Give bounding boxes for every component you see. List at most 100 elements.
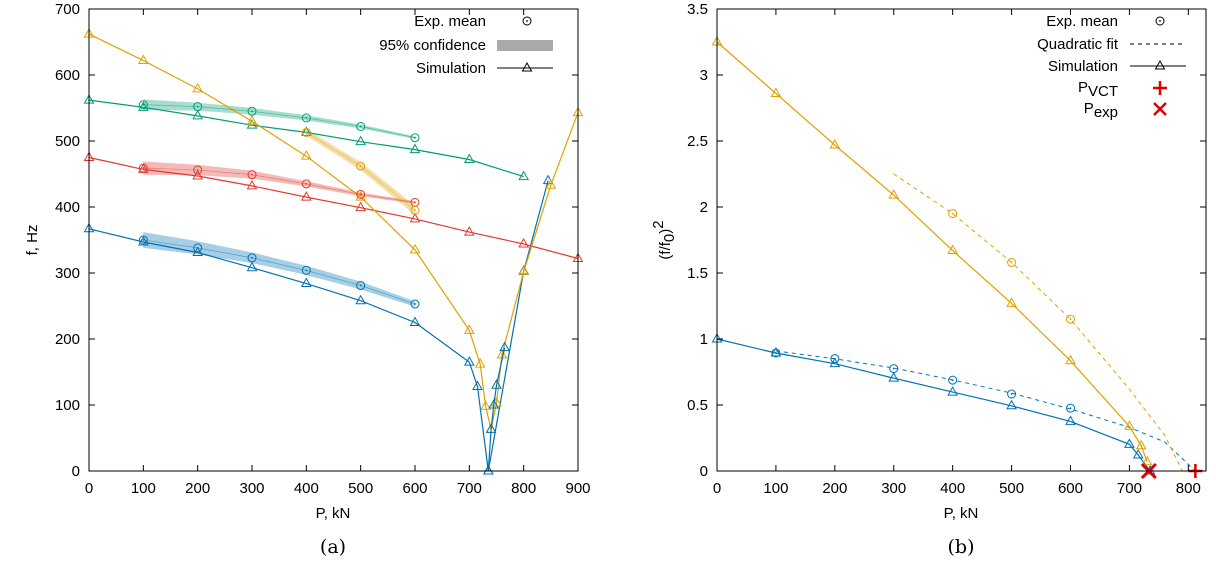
simulation-point (485, 423, 497, 433)
legend-marker-plus (1153, 81, 1167, 95)
experiment-point (247, 253, 257, 263)
x-tick-label: 200 (822, 480, 847, 497)
panel-a-frequency-vs-load: 0 100 200 300 400 500 600 700 800 900 0 100 200 300 4… (24, 1, 591, 558)
simulation-point (518, 237, 530, 248)
y-tick-label: 2 (700, 199, 708, 216)
legend-label-confidence: 95% confidence (379, 37, 486, 54)
confidence-band (143, 99, 416, 139)
simulation-point (246, 179, 258, 190)
experiment-point-center (951, 212, 954, 215)
experiment-point-center (196, 169, 199, 171)
confidence-band (143, 232, 416, 307)
experiment-point (410, 133, 420, 143)
y-tick-label: 2.5 (687, 133, 708, 150)
simulation-point (355, 201, 367, 212)
simulation-point (246, 261, 258, 272)
simulation-point (409, 316, 421, 326)
experiment-point-center (414, 201, 416, 204)
panel-caption: (b) (948, 536, 975, 558)
experiment-point (356, 189, 366, 199)
x-axis-ticks: 0 100 200 300 400 500 600 700 800 (713, 9, 1201, 497)
x-axis-label: P, kN (944, 505, 979, 522)
experiment-point-center (305, 183, 308, 185)
experiment-point-center (251, 256, 253, 259)
simulation-point (1124, 438, 1135, 448)
legend-marker-circle-dot (1159, 20, 1161, 22)
legend-label-quadratic-fit: Quadratic fit (1037, 36, 1119, 53)
legend-marker-band (497, 40, 553, 51)
experiment-point-center (1010, 393, 1013, 395)
experiment-point-center (142, 167, 145, 169)
experiment-point (1007, 389, 1017, 399)
quadratic-fit-line (893, 173, 1183, 472)
experiment-line (143, 239, 416, 305)
x-tick-label: 300 (881, 480, 906, 497)
y-tick-label: 1.5 (687, 265, 708, 282)
experiment-point (301, 127, 311, 137)
experiment-point-center (775, 352, 777, 354)
experiment-point-center (1069, 318, 1072, 321)
experiment-point (247, 170, 257, 180)
simulation-point (409, 143, 421, 154)
confidence-bands (143, 99, 416, 307)
legend-label-p-exp-base: P (1084, 100, 1094, 117)
simulation-point (829, 138, 841, 149)
experiment-point (193, 243, 203, 253)
experiment-point-center (142, 239, 145, 241)
simulation-point (300, 150, 312, 160)
y-axis-ticks: 0 100 200 300 400 500 600 700 (55, 1, 578, 480)
simulation-point (472, 380, 483, 391)
experiment-point-center (951, 379, 954, 382)
x-tick-label: 0 (713, 480, 721, 497)
legend-label-simulation: Simulation (416, 60, 486, 77)
legend-marker-circle-dot (526, 20, 528, 22)
experiment-point (193, 102, 203, 112)
legend-label-exp-mean: Exp. mean (414, 13, 486, 30)
legend-label-p-exp: Pexp (1084, 100, 1118, 121)
legend-label-p-vct: PVCT (1078, 79, 1118, 100)
experiment-point-center (305, 117, 308, 119)
simulation-point (300, 126, 312, 136)
y-tick-label: 3 (700, 67, 708, 84)
experiment-line (143, 104, 416, 138)
confidence-band (306, 129, 415, 215)
x-tick-label: 700 (457, 480, 482, 497)
experiment-point-center (1069, 407, 1072, 410)
simulation-line (88, 156, 579, 260)
x-tick-label: 900 (565, 480, 590, 497)
simulation-point (947, 244, 959, 255)
y-axis-label-superscript: 2 (650, 220, 667, 228)
experiment-point-center (833, 357, 836, 360)
simulation-point (192, 109, 204, 120)
legend-marker-triangle (521, 61, 533, 72)
simulation-series (711, 35, 1156, 475)
experiment-point (356, 121, 366, 131)
experiment-point (771, 348, 781, 358)
simulation-point (409, 243, 421, 254)
experiment-point (138, 235, 148, 245)
simulation-point (488, 398, 500, 409)
y-tick-label: 0 (700, 463, 708, 480)
experiment-point-center (359, 125, 362, 128)
simulation-point (1124, 420, 1135, 430)
simulation-point (463, 356, 475, 366)
simulation-point (1135, 439, 1147, 450)
experiment-point-center (196, 247, 199, 249)
x-tick-label: 400 (940, 480, 965, 497)
simulation-point (1065, 354, 1076, 365)
simulation-point (1006, 399, 1017, 410)
x-tick-label: 600 (1058, 480, 1083, 497)
y-axis-label-subscript: 0 (661, 234, 678, 242)
y-tick-label: 500 (55, 133, 80, 150)
simulation-point (770, 346, 782, 357)
simulation-point (482, 464, 494, 475)
simulation-point (518, 265, 530, 276)
y-tick-label: 0.5 (687, 397, 708, 414)
y-tick-label: 100 (55, 397, 80, 414)
y-tick-label: 1 (700, 331, 708, 348)
x-tick-label: 200 (185, 480, 210, 497)
x-tick-label: 300 (239, 480, 264, 497)
experiment-point (193, 165, 203, 175)
legend-label-p-vct-sub: VCT (1088, 83, 1118, 100)
experiment-point-center (414, 136, 416, 139)
